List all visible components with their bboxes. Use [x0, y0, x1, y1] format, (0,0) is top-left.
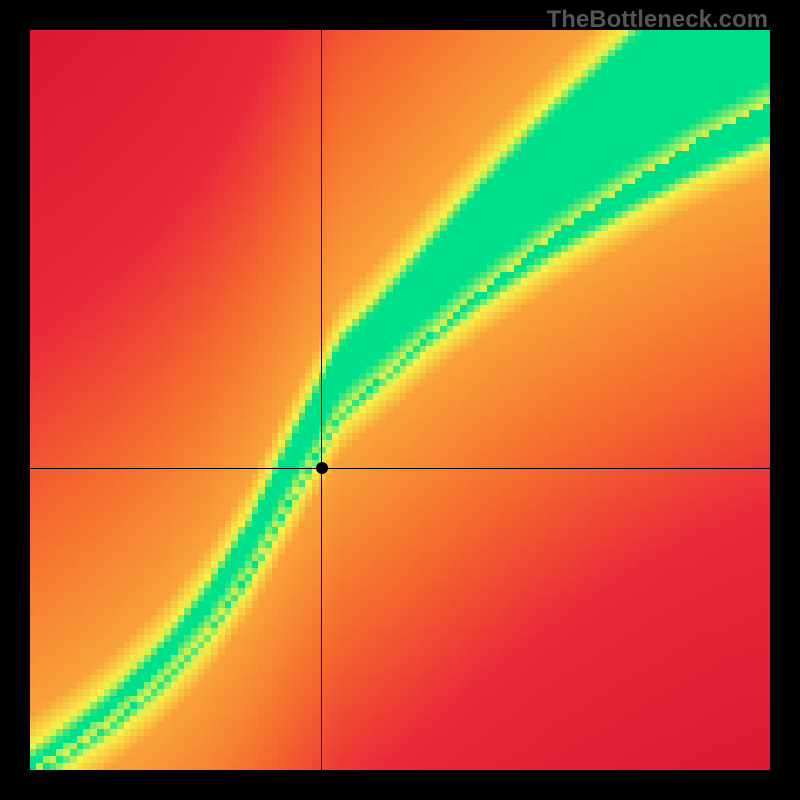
- heatmap-canvas: [30, 30, 770, 770]
- crosshair-horizontal: [30, 468, 770, 469]
- crosshair-vertical: [321, 30, 322, 770]
- watermark-text: TheBottleneck.com: [547, 6, 768, 34]
- chart-container: TheBottleneck.com: [0, 0, 800, 800]
- data-point-marker: [316, 462, 328, 474]
